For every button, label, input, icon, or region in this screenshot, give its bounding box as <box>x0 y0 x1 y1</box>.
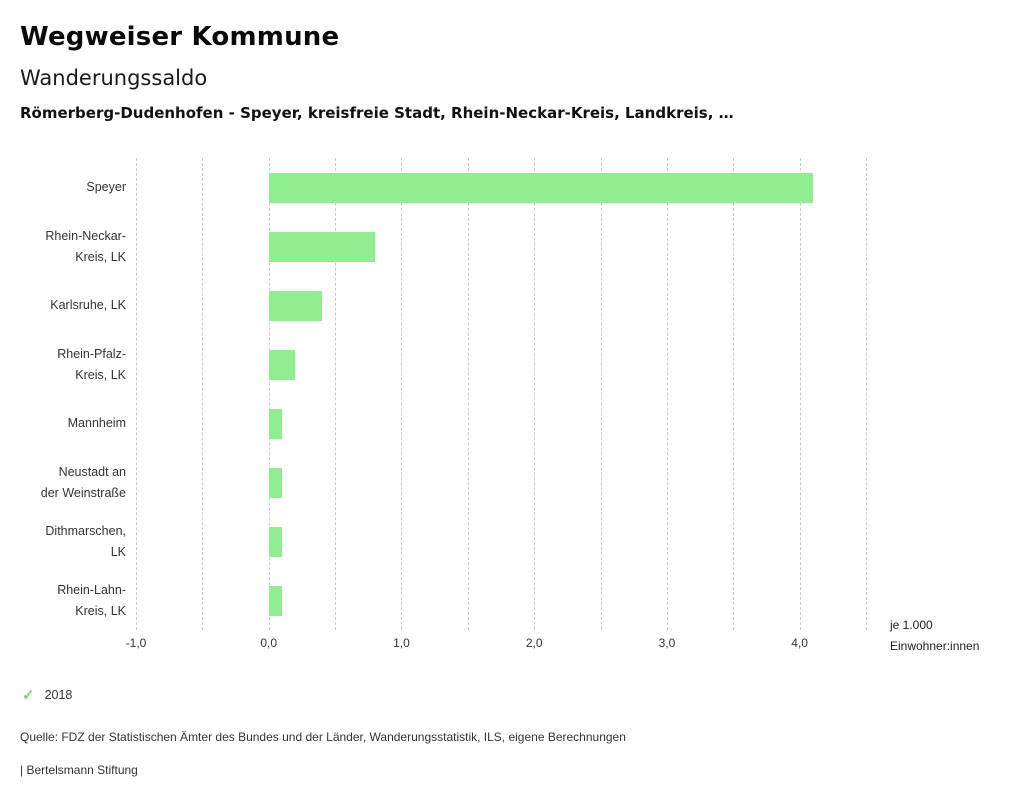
branding: | Bertelsmann Stiftung <box>20 763 138 777</box>
chart-bar[interactable] <box>268 585 282 616</box>
year-legend[interactable]: ✓ 2018 <box>22 686 1004 704</box>
chart-bar[interactable] <box>268 349 296 380</box>
gridline <box>136 158 137 630</box>
chart-bar[interactable] <box>268 526 282 557</box>
source-note: Quelle: FDZ der Statistischen Ämter des … <box>20 730 626 744</box>
category-label: Mannheim <box>67 416 126 431</box>
chart-bar[interactable] <box>268 231 375 262</box>
category-label: Karlsruhe, LK <box>50 298 126 313</box>
category-label: Speyer <box>86 180 126 195</box>
gridline <box>467 158 469 630</box>
region-subtitle: Römerberg-Dudenhofen - Speyer, kreisfrei… <box>20 104 734 122</box>
x-tick-label: 0,0 <box>260 636 278 650</box>
app-title: Wegweiser Kommune <box>20 22 340 52</box>
check-icon: ✓ <box>22 687 35 704</box>
chart-bar[interactable] <box>268 467 282 498</box>
wegweiser-kommune-page: Wegweiser Kommune Wanderungssaldo Römerb… <box>20 22 1004 777</box>
plot-area <box>136 158 867 630</box>
gridline <box>600 158 602 630</box>
chart-bar[interactable] <box>268 172 813 203</box>
gridline <box>268 158 270 630</box>
category-label: Dithmarschen, LK <box>45 523 126 559</box>
category-label: Rhein-Pfalz- Kreis, LK <box>57 346 126 382</box>
gridline <box>733 158 735 630</box>
gridline <box>866 158 867 630</box>
x-tick-label: 2,0 <box>525 636 543 650</box>
year-label: 2018 <box>44 688 73 702</box>
x-tick-label: -1,0 <box>125 636 147 650</box>
x-axis: -1,0 0,0 1,0 2,0 3,0 4,0 <box>126 630 866 658</box>
gridline <box>666 158 668 630</box>
gridline <box>202 158 204 630</box>
category-label: Rhein-Lahn- Kreis, LK <box>57 582 126 618</box>
category-labels: Speyer Rhein-Neckar- Kreis, LK Karlsruhe, … <box>20 158 126 630</box>
x-tick-label: 4,0 <box>791 636 808 650</box>
gridline <box>401 158 403 630</box>
chart-bar[interactable] <box>268 290 322 321</box>
x-tick-label: 3,0 <box>658 636 676 650</box>
category-label: Rhein-Neckar- Kreis, LK <box>45 228 126 264</box>
x-tick-label: 1,0 <box>393 636 410 650</box>
chart-bar[interactable] <box>268 408 282 439</box>
chart-title: Wanderungssaldo <box>20 66 208 90</box>
category-label: Neustadt an der Weinstraße <box>40 464 126 500</box>
plot-column: -1,0 0,0 1,0 2,0 3,0 4,0 <box>126 158 867 658</box>
gridline <box>534 158 536 630</box>
axis-unit-label: je 1.000 Einwohner:innen <box>890 617 980 654</box>
gridline <box>799 158 801 630</box>
bar-chart: Speyer Rhein-Neckar- Kreis, LK Karlsruhe, … <box>20 158 1004 658</box>
gridline <box>335 158 337 630</box>
